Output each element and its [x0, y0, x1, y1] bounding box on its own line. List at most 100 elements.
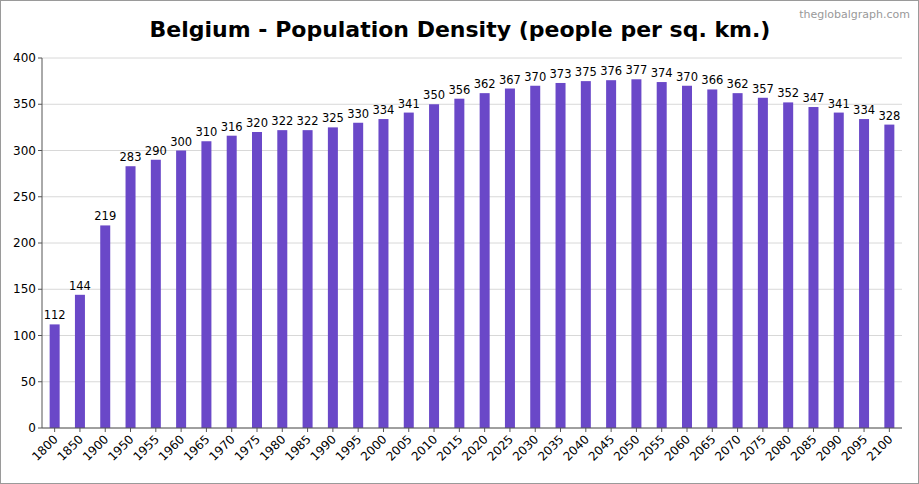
- x-tick: [864, 428, 865, 432]
- x-tick-label: 1900: [80, 432, 111, 463]
- bar: [606, 80, 616, 428]
- data-label: 357: [752, 82, 774, 96]
- x-tick-label: 1970: [206, 432, 237, 463]
- x-tick-label: 2080: [763, 432, 794, 463]
- tick-mark: [38, 150, 42, 151]
- x-tick: [408, 428, 409, 432]
- x-tick-label: 2015: [434, 432, 465, 463]
- data-label: 300: [170, 135, 192, 149]
- y-tick-label: 50: [21, 375, 36, 389]
- x-tick-label: 2005: [383, 432, 414, 463]
- tick-mark: [38, 104, 42, 105]
- x-tick: [813, 428, 814, 432]
- bar: [733, 93, 743, 428]
- frame: [1, 1, 919, 484]
- x-tick: [307, 428, 308, 432]
- bar: [707, 89, 717, 428]
- x-tick-label: 1960: [156, 432, 187, 463]
- bar: [631, 79, 641, 428]
- data-label: 328: [878, 109, 900, 123]
- x-tick-label: 2075: [738, 432, 769, 463]
- data-label: 366: [701, 73, 723, 87]
- x-tick: [231, 428, 232, 432]
- grid-line: [42, 243, 902, 244]
- x-tick: [611, 428, 612, 432]
- data-label: 350: [423, 88, 445, 102]
- x-tick: [585, 428, 586, 432]
- y-tick-label: 250: [13, 190, 36, 204]
- tick-mark: [38, 428, 42, 429]
- x-tick-label: 2065: [687, 432, 718, 463]
- bar: [505, 89, 515, 428]
- x-tick-label: 1975: [232, 432, 263, 463]
- bar: [328, 127, 338, 428]
- bar: [682, 86, 692, 428]
- x-tick-label: 1850: [55, 432, 86, 463]
- data-label: 334: [853, 103, 875, 117]
- tick-mark: [38, 58, 42, 59]
- x-tick-label: 2045: [586, 432, 617, 463]
- grid-line: [42, 289, 902, 290]
- data-label: 334: [372, 103, 394, 117]
- x-tick: [332, 428, 333, 432]
- x-tick-label: 2030: [510, 432, 541, 463]
- x-tick: [181, 428, 182, 432]
- bar: [581, 81, 591, 428]
- data-label: 373: [550, 67, 572, 81]
- x-tick-label: 2100: [864, 432, 895, 463]
- bar: [758, 98, 768, 428]
- x-tick: [484, 428, 485, 432]
- data-label: 283: [120, 150, 142, 164]
- x-tick-label: 2050: [611, 432, 642, 463]
- x-tick-label: 2055: [636, 432, 667, 463]
- x-tick-label: 2095: [839, 432, 870, 463]
- grid-line: [42, 58, 902, 59]
- bar: [884, 125, 894, 428]
- chart: Belgium - Population Density (people per…: [0, 0, 919, 484]
- data-label: 376: [600, 64, 622, 78]
- x-tick: [535, 428, 536, 432]
- data-label: 219: [94, 209, 116, 223]
- data-label: 310: [195, 125, 217, 139]
- bar: [808, 107, 818, 428]
- x-tick-label: 2085: [788, 432, 819, 463]
- data-label: 362: [474, 77, 496, 91]
- bar: [50, 324, 60, 428]
- y-tick-label: 0: [28, 421, 36, 435]
- bar: [429, 104, 439, 428]
- data-label: 352: [777, 86, 799, 100]
- x-tick-label: 1980: [257, 432, 288, 463]
- data-label: 322: [297, 114, 319, 128]
- x-tick: [838, 428, 839, 432]
- x-tick-label: 1995: [333, 432, 364, 463]
- x-tick: [459, 428, 460, 432]
- grid-line: [42, 335, 902, 336]
- bar: [252, 132, 262, 428]
- data-label: 370: [524, 70, 546, 84]
- tick-mark: [38, 335, 42, 336]
- bar: [277, 130, 287, 428]
- y-tick-label: 400: [13, 51, 36, 65]
- grid-line: [42, 150, 902, 151]
- data-label: 374: [651, 66, 673, 80]
- x-tick-label: 1955: [130, 432, 161, 463]
- data-label: 341: [828, 97, 850, 111]
- x-tick-label: 2090: [813, 432, 844, 463]
- x-tick: [54, 428, 55, 432]
- bar: [75, 295, 85, 428]
- tick-mark: [38, 381, 42, 382]
- bar: [100, 225, 110, 428]
- y-tick-label: 100: [13, 329, 36, 343]
- x-tick-label: 2070: [712, 432, 743, 463]
- y-tick-label: 200: [13, 236, 36, 250]
- x-tick: [788, 428, 789, 432]
- bar: [657, 82, 667, 428]
- data-label: 367: [499, 73, 521, 87]
- x-tick: [282, 428, 283, 432]
- data-label: 375: [575, 65, 597, 79]
- x-tick: [509, 428, 510, 432]
- bar: [176, 151, 186, 429]
- data-label: 377: [625, 63, 647, 77]
- x-tick-label: 1965: [181, 432, 212, 463]
- x-tick-label: 2060: [662, 432, 693, 463]
